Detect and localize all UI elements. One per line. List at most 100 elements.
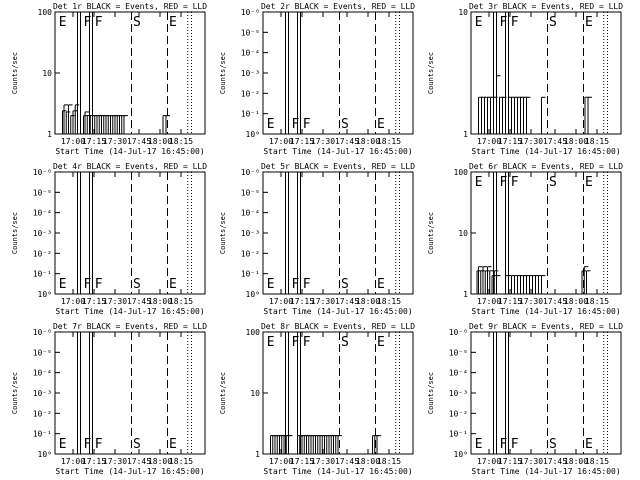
x-tick-label: 18:00: [148, 457, 172, 466]
y-tick-label: 10⁻²: [241, 89, 260, 98]
x-tick-label: 17:45: [335, 137, 359, 146]
x-tick-label: 17:45: [127, 457, 151, 466]
region-letter: E: [169, 277, 177, 292]
x-tick-label: 18:15: [585, 297, 609, 306]
x-tick-label: 17:30: [311, 457, 335, 466]
y-tick-label: 10⁰: [454, 450, 468, 459]
y-axis-label: Counts/sec: [11, 372, 19, 414]
chart-title: Det 7r BLACK = Events, RED = LLD: [53, 322, 207, 331]
region-letter: S: [133, 277, 141, 292]
chart-title: Det 5r BLACK = Events, RED = LLD: [261, 162, 415, 171]
x-tick-label: 17:30: [519, 457, 543, 466]
x-tick-label: 17:30: [519, 137, 543, 146]
x-axis-label: Start Time (14-Jul-17 16:45:00): [55, 147, 204, 156]
x-tick-label: 17:45: [127, 137, 151, 146]
x-tick-label: 18:00: [148, 137, 172, 146]
x-tick-label: 18:00: [356, 137, 380, 146]
y-tick-label: 100: [246, 328, 261, 337]
x-tick-label: 18:00: [564, 297, 588, 306]
y-tick-label: 100: [454, 168, 469, 177]
x-tick-label: 17:30: [311, 297, 335, 306]
y-tick-label: 10: [250, 389, 260, 398]
y-tick-label: 10⁻¹: [33, 270, 52, 279]
x-tick-label: 18:15: [169, 457, 193, 466]
x-tick-label: 18:15: [169, 297, 193, 306]
y-axis-label: Counts/sec: [427, 372, 435, 414]
y-tick-label: 10⁻³: [449, 389, 468, 398]
y-tick-label: 10⁻⁴: [33, 209, 52, 218]
x-tick-label: 18:15: [377, 457, 401, 466]
x-tick-label: 18:15: [585, 137, 609, 146]
y-tick-label: 10⁰: [38, 450, 52, 459]
y-tick-label: 10⁻⁴: [449, 369, 468, 378]
chart-title: Det 9r BLACK = Events, RED = LLD: [469, 322, 623, 331]
x-axis-label: Start Time (14-Jul-17 16:45:00): [471, 307, 620, 316]
x-tick-label: 17:30: [311, 137, 335, 146]
region-letter: F: [511, 15, 519, 30]
region-letter: E: [475, 15, 483, 30]
x-axis-label: Start Time (14-Jul-17 16:45:00): [471, 467, 620, 476]
y-tick-label: 10⁻¹: [33, 430, 52, 439]
region-letter: F: [84, 277, 92, 292]
x-tick-label: 17:15: [498, 297, 522, 306]
chart-title: Det 1r BLACK = Events, RED = LLD: [53, 2, 207, 11]
x-tick-label: 18:15: [377, 137, 401, 146]
y-tick-label: 100: [38, 8, 53, 17]
x-tick-label: 17:45: [335, 297, 359, 306]
x-tick-label: 17:30: [519, 297, 543, 306]
x-tick-label: 17:30: [103, 297, 127, 306]
x-tick-label: 17:45: [127, 297, 151, 306]
region-letter: E: [585, 175, 593, 190]
x-tick-label: 17:45: [543, 137, 567, 146]
y-tick-label: 10⁻³: [33, 389, 52, 398]
x-axis-label: Start Time (14-Jul-17 16:45:00): [55, 307, 204, 316]
x-axis-label: Start Time (14-Jul-17 16:45:00): [263, 147, 412, 156]
y-tick-label: 10⁻⁴: [241, 49, 260, 58]
region-letter: E: [169, 437, 177, 452]
y-tick-label: 1: [255, 450, 260, 459]
region-letter: E: [377, 277, 385, 292]
region-letter: F: [303, 335, 311, 350]
region-letter: F: [511, 175, 519, 190]
x-tick-label: 17:45: [543, 297, 567, 306]
chart-title: Det 6r BLACK = Events, RED = LLD: [469, 162, 623, 171]
x-tick-label: 18:00: [148, 297, 172, 306]
y-axis-label: Counts/sec: [427, 212, 435, 254]
x-tick-label: 17:00: [61, 457, 85, 466]
region-letter: F: [95, 437, 103, 452]
x-tick-label: 18:15: [377, 297, 401, 306]
y-tick-label: 10⁻¹: [241, 110, 260, 119]
y-tick-label: 10⁻⁶: [449, 328, 468, 337]
region-letter: S: [133, 437, 141, 452]
y-tick-label: 10⁻⁵: [449, 348, 468, 357]
y-axis-label: Counts/sec: [427, 52, 435, 94]
region-letter: E: [475, 175, 483, 190]
region-letter: F: [500, 15, 508, 30]
y-axis-label: Counts/sec: [11, 52, 19, 94]
y-tick-label: 10⁻⁵: [241, 28, 260, 37]
y-tick-label: 10⁻¹: [241, 270, 260, 279]
region-letter: S: [549, 15, 557, 30]
x-tick-label: 18:00: [564, 457, 588, 466]
x-tick-label: 17:15: [290, 297, 314, 306]
x-tick-label: 17:15: [82, 297, 106, 306]
x-tick-label: 17:00: [61, 137, 85, 146]
x-tick-label: 17:00: [269, 457, 293, 466]
x-tick-label: 18:00: [356, 297, 380, 306]
x-tick-label: 17:15: [82, 457, 106, 466]
region-letter: E: [169, 15, 177, 30]
y-tick-label: 10⁻²: [33, 249, 52, 258]
x-tick-label: 17:00: [269, 137, 293, 146]
y-tick-label: 10⁰: [38, 290, 52, 299]
y-tick-label: 10⁻¹: [449, 430, 468, 439]
x-axis-label: Start Time (14-Jul-17 16:45:00): [263, 467, 412, 476]
y-tick-label: 1: [463, 290, 468, 299]
y-tick-label: 10⁻²: [241, 249, 260, 258]
x-tick-label: 17:30: [103, 137, 127, 146]
region-letter: F: [84, 15, 92, 30]
y-axis-label: Counts/sec: [219, 372, 227, 414]
plot-frame: [470, 11, 622, 135]
region-letter: F: [500, 437, 508, 452]
y-axis-label: Counts/sec: [219, 212, 227, 254]
